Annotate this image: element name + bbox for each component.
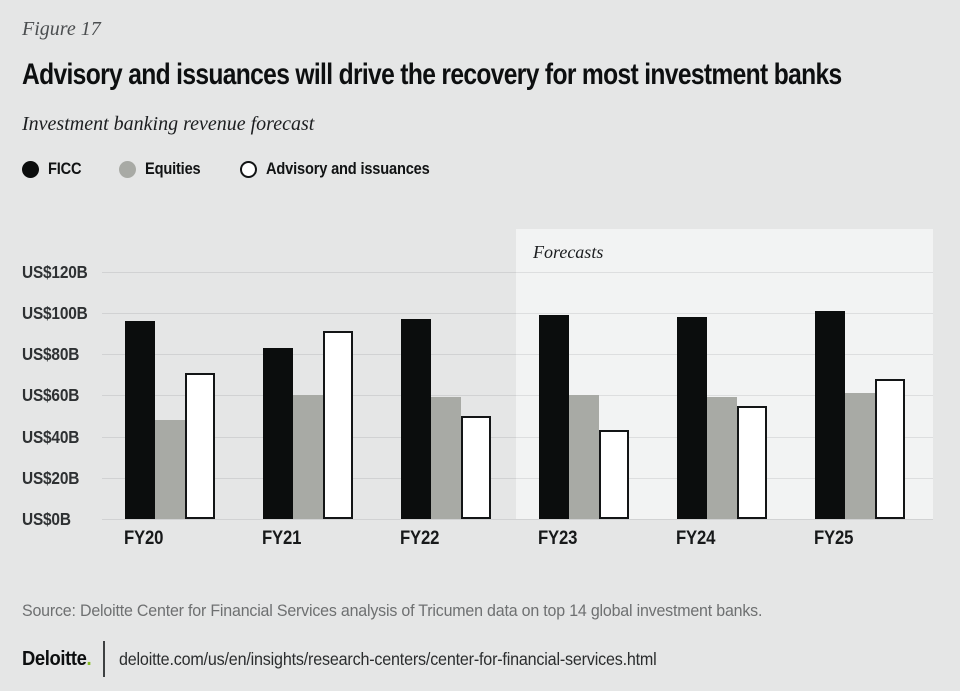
bar-FY20-ficc (125, 321, 155, 519)
legend-item-advisory: Advisory and issuances (240, 159, 456, 179)
gridline (102, 312, 933, 314)
bar-FY20-equities (155, 420, 185, 519)
x-axis-tick-label: FY23 (538, 528, 578, 549)
y-axis-tick-label: US$0B (22, 509, 71, 529)
x-axis-tick-label: FY22 (400, 528, 440, 549)
x-axis-tick-label: FY24 (676, 528, 716, 549)
legend-label: FICC (48, 159, 82, 178)
gridline (102, 395, 933, 397)
bar-FY23-ficc (539, 314, 569, 519)
footer: Deloitte. deloitte.com/us/en/insights/re… (22, 640, 704, 678)
gridline (102, 436, 933, 438)
gridline (102, 477, 933, 479)
bar-FY21-equities (293, 395, 323, 519)
ficc-dot-icon (22, 160, 39, 178)
bar-FY20-advisory-and-issuances (185, 372, 215, 519)
legend-label: Equities (145, 159, 201, 178)
figure-number: Figure 17 (22, 18, 101, 40)
source-note: Source: Deloitte Center for Financial Se… (22, 601, 763, 620)
chart-title: Advisory and issuances will drive the re… (22, 58, 842, 91)
equities-dot-icon (119, 160, 136, 178)
deloitte-green-dot: . (86, 647, 92, 670)
bar-FY23-equities (569, 395, 599, 519)
bar-FY21-advisory-and-issuances (323, 331, 353, 519)
y-axis-tick-label: US$40B (22, 426, 80, 447)
legend-item-ficc: FICC (22, 159, 87, 179)
forecast-region-label: Forecasts (533, 242, 604, 262)
bar-FY24-equities (707, 397, 737, 519)
legend-label: Advisory and issuances (266, 159, 430, 178)
footer-divider (103, 641, 106, 677)
gridline (102, 519, 933, 520)
y-axis-tick-label: US$100B (22, 302, 88, 323)
advisory-dot-icon (240, 160, 257, 178)
x-axis-tick-label: FY21 (262, 528, 302, 549)
bar-FY21-ficc (263, 347, 293, 519)
deloitte-logo: Deloitte. (22, 647, 92, 670)
bar-FY24-ficc (677, 316, 707, 519)
gridline (102, 271, 933, 273)
bar-FY25-advisory-and-issuances (875, 378, 905, 519)
x-axis-tick-label: FY20 (124, 528, 164, 549)
y-axis-tick-label: US$120B (22, 261, 88, 282)
bar-FY22-equities (431, 397, 461, 519)
bar-FY22-advisory-and-issuances (461, 415, 491, 519)
bar-FY25-ficc (815, 310, 845, 519)
y-axis-tick-label: US$20B (22, 467, 80, 488)
chart-subtitle: Investment banking revenue forecast (22, 113, 315, 135)
x-axis-tick-label: FY25 (814, 528, 854, 549)
bar-FY22-ficc (401, 318, 431, 519)
y-axis-tick-label: US$60B (22, 385, 80, 406)
footer-url-link[interactable]: deloitte.com/us/en/insights/research-cen… (119, 648, 657, 669)
gridline (102, 354, 933, 355)
bar-FY24-advisory-and-issuances (737, 405, 767, 519)
y-axis-tick-label: US$80B (22, 344, 80, 364)
bar-FY23-advisory-and-issuances (599, 430, 629, 519)
bar-FY25-equities (845, 393, 875, 519)
legend-item-equities: Equities (119, 159, 210, 179)
